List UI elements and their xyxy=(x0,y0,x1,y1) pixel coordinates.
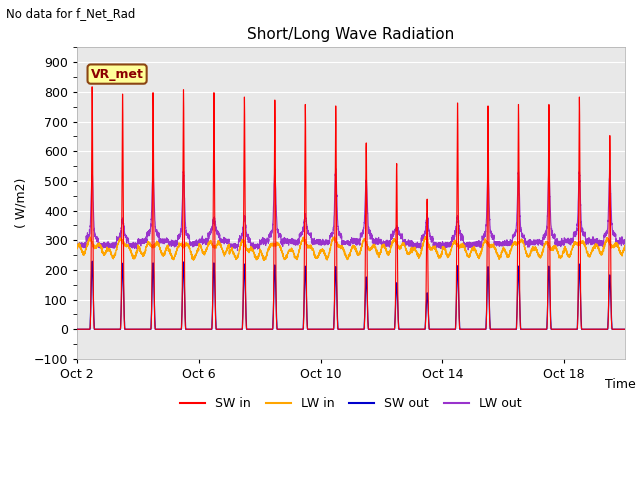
Legend: SW in, LW in, SW out, LW out: SW in, LW in, SW out, LW out xyxy=(175,392,527,415)
Title: Short/Long Wave Radiation: Short/Long Wave Radiation xyxy=(247,27,454,42)
X-axis label: Time: Time xyxy=(605,378,636,391)
Y-axis label: ( W/m2): ( W/m2) xyxy=(15,178,28,228)
Text: No data for f_Net_Rad: No data for f_Net_Rad xyxy=(6,7,136,20)
Text: VR_met: VR_met xyxy=(91,68,143,81)
